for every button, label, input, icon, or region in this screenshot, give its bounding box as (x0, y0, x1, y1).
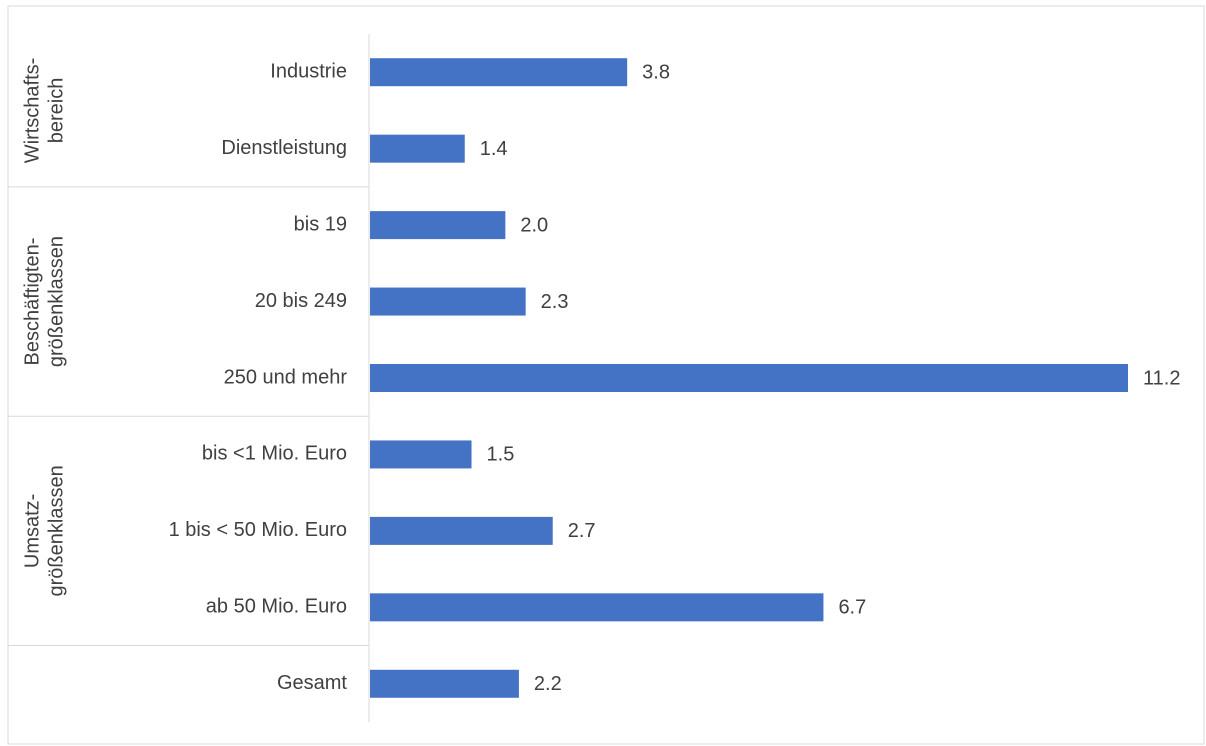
chart-frame (7, 5, 1205, 745)
bar (370, 364, 1128, 392)
group-label-line: größenklassen (45, 236, 67, 367)
category-label: 20 bis 249 (255, 290, 347, 312)
group-label-line: bereich (45, 78, 67, 144)
bar (370, 287, 526, 316)
bar (370, 134, 465, 163)
bar (370, 211, 506, 240)
bar (370, 58, 628, 87)
category-label: ab 50 Mio. Euro (206, 596, 347, 618)
value-label: 1.4 (480, 138, 508, 160)
category-labels: Industrie Dienstleistung bis 19 20 bis 249 2… (169, 61, 348, 695)
value-label: 1.5 (487, 444, 515, 466)
category-label: 250 und mehr (224, 366, 348, 388)
bar (370, 516, 553, 545)
bar (370, 440, 472, 469)
chart-border (7, 5, 1205, 745)
value-label: 6.7 (838, 597, 866, 619)
group-label-line: Wirtschafts- (21, 58, 43, 164)
value-labels: 3.8 1.4 2.0 2.3 11.2 1.5 2.7 6.7 2.2 (480, 62, 1181, 696)
value-label: 2.0 (520, 214, 548, 236)
category-label: bis 19 (294, 213, 347, 235)
bar (370, 669, 519, 698)
group-label-line: Beschäftigten- (21, 238, 43, 366)
category-label: Gesamt (277, 672, 347, 694)
bar (370, 593, 824, 622)
value-label: 2.2 (534, 673, 562, 695)
value-label: 2.7 (568, 520, 596, 542)
group-label-line: Umsatz- (21, 494, 43, 568)
category-label: bis <1 Mio. Euro (202, 443, 347, 465)
value-label: 2.3 (541, 291, 569, 313)
bars (370, 58, 1128, 698)
value-label: 3.8 (642, 62, 670, 84)
group-label-line: größenklassen (45, 465, 67, 596)
group-labels: Wirtschafts-bereich Beschäftigten-größenk… (21, 58, 67, 597)
category-label: 1 bis < 50 Mio. Euro (169, 519, 347, 541)
category-label: Industrie (270, 61, 347, 83)
value-label: 11.2 (1143, 367, 1180, 389)
category-label: Dienstleistung (221, 137, 347, 159)
